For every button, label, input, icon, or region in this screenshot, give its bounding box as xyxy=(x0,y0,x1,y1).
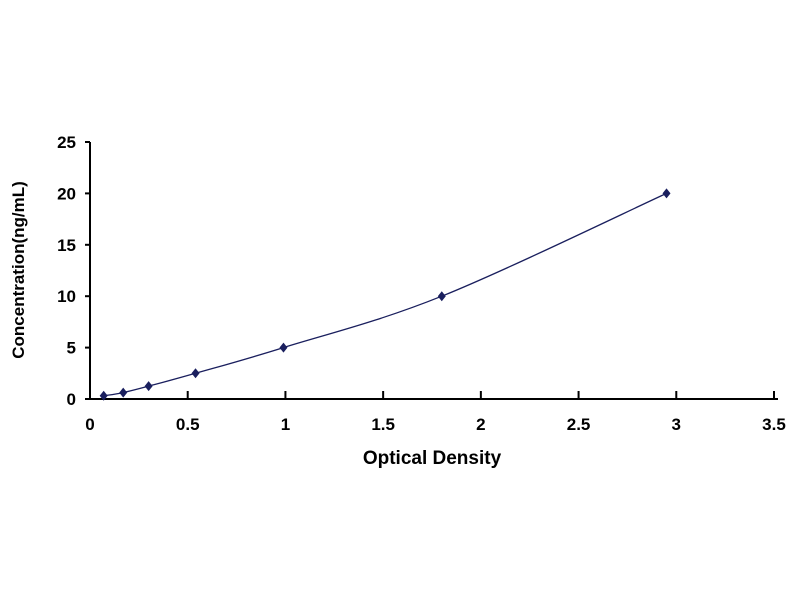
y-tick-label: 0 xyxy=(67,390,76,409)
data-point xyxy=(144,381,153,392)
fit-curve xyxy=(103,192,667,397)
data-point xyxy=(119,387,128,398)
axes xyxy=(89,142,778,400)
y-tick-label: 25 xyxy=(57,133,76,152)
y-tick-label: 5 xyxy=(67,339,76,358)
y-tick-labels: 0 5 10 15 20 25 xyxy=(57,133,90,409)
x-axis-label: Optical Density xyxy=(363,448,502,469)
y-tick-label: 10 xyxy=(57,287,76,306)
x-tick-label: 2.5 xyxy=(567,415,591,434)
y-axis-label: Concentration(ng/mL) xyxy=(9,181,28,359)
data-point xyxy=(191,368,200,379)
x-tick-label: 1 xyxy=(281,415,290,434)
x-tick-label: 3.5 xyxy=(762,415,786,434)
data-point xyxy=(662,188,671,199)
y-tick-label: 15 xyxy=(57,236,76,255)
x-tick-label: 0 xyxy=(85,415,94,434)
data-point xyxy=(99,390,108,401)
x-tick-label: 3 xyxy=(672,415,681,434)
series xyxy=(99,188,671,401)
x-tick-label: 2 xyxy=(476,415,485,434)
data-point xyxy=(437,291,446,302)
data-point xyxy=(279,342,288,353)
x-tick-label: 0.5 xyxy=(176,415,200,434)
x-tick-labels: 0 0.5 1 1.5 2 2.5 3 3.5 xyxy=(85,391,786,434)
y-tick-label: 20 xyxy=(57,184,76,203)
x-tick-label: 1.5 xyxy=(371,415,395,434)
